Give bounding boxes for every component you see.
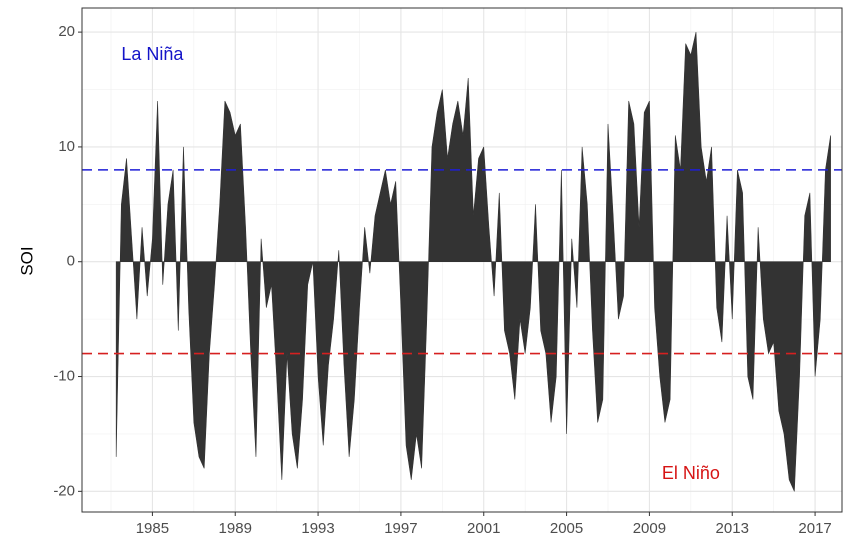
y-tick-label: 10 <box>58 138 75 155</box>
x-tick-label: 1989 <box>219 520 252 537</box>
x-tick-label: 1993 <box>301 520 334 537</box>
y-tick-label: -20 <box>53 482 75 499</box>
x-tick-label: 2013 <box>716 520 749 537</box>
y-tick-label: 0 <box>67 253 75 270</box>
area <box>115 32 831 492</box>
x-tick-label: 2017 <box>798 520 831 537</box>
annotation: La Niña <box>121 44 184 64</box>
x-tick-label: 1985 <box>136 520 169 537</box>
x-tick-label: 2005 <box>550 520 583 537</box>
x-tick-label: 2001 <box>467 520 500 537</box>
y-axis-label: SOI <box>17 246 36 275</box>
y-tick-label: 20 <box>58 23 75 40</box>
x-tick-label: 2009 <box>633 520 666 537</box>
annotation: El Niño <box>662 463 720 483</box>
plot-border <box>81 7 843 513</box>
y-tick-label: -10 <box>53 367 75 384</box>
x-tick-label: 1997 <box>384 520 417 537</box>
